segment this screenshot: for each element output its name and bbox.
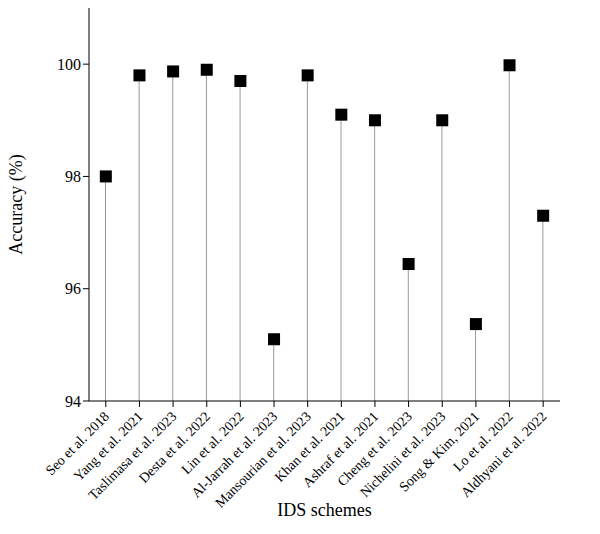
svg-text:Aldhyani et al. 2022: Aldhyani et al. 2022 bbox=[458, 409, 549, 500]
svg-text:96: 96 bbox=[65, 280, 81, 297]
svg-text:Song & Kim, 2021: Song & Kim, 2021 bbox=[396, 408, 483, 495]
svg-text:Lin et al. 2022: Lin et al. 2022 bbox=[178, 408, 247, 478]
svg-text:Yang et al. 2021: Yang et al. 2021 bbox=[70, 408, 146, 484]
svg-text:Lo et al. 2022: Lo et al. 2022 bbox=[450, 408, 516, 475]
svg-text:Cheng et al. 2023: Cheng et al. 2023 bbox=[334, 408, 415, 490]
svg-text:Ashraf et al. 2021: Ashraf et al. 2021 bbox=[299, 408, 382, 491]
svg-text:100: 100 bbox=[57, 56, 81, 73]
svg-text:Khan et al. 2021: Khan et al. 2021 bbox=[271, 408, 348, 485]
svg-text:Taslimasa et al. 2023: Taslimasa et al. 2023 bbox=[85, 408, 180, 503]
svg-text:Mansourian et al. 2023: Mansourian et al. 2023 bbox=[212, 408, 314, 511]
svg-text:Nichelini et al. 2023: Nichelini et al. 2023 bbox=[357, 408, 449, 501]
svg-text:IDS schemes: IDS schemes bbox=[277, 500, 371, 520]
svg-text:Al-Jarrah et al. 2023: Al-Jarrah et al. 2023 bbox=[188, 408, 281, 501]
svg-text:98: 98 bbox=[65, 168, 81, 185]
svg-text:Desta et al. 2022: Desta et al. 2022 bbox=[136, 408, 214, 486]
svg-text:Seo et al. 2018: Seo et al. 2018 bbox=[42, 408, 113, 479]
svg-text:94: 94 bbox=[65, 393, 81, 410]
svg-text:Accuracy (%): Accuracy (%) bbox=[8, 154, 27, 254]
